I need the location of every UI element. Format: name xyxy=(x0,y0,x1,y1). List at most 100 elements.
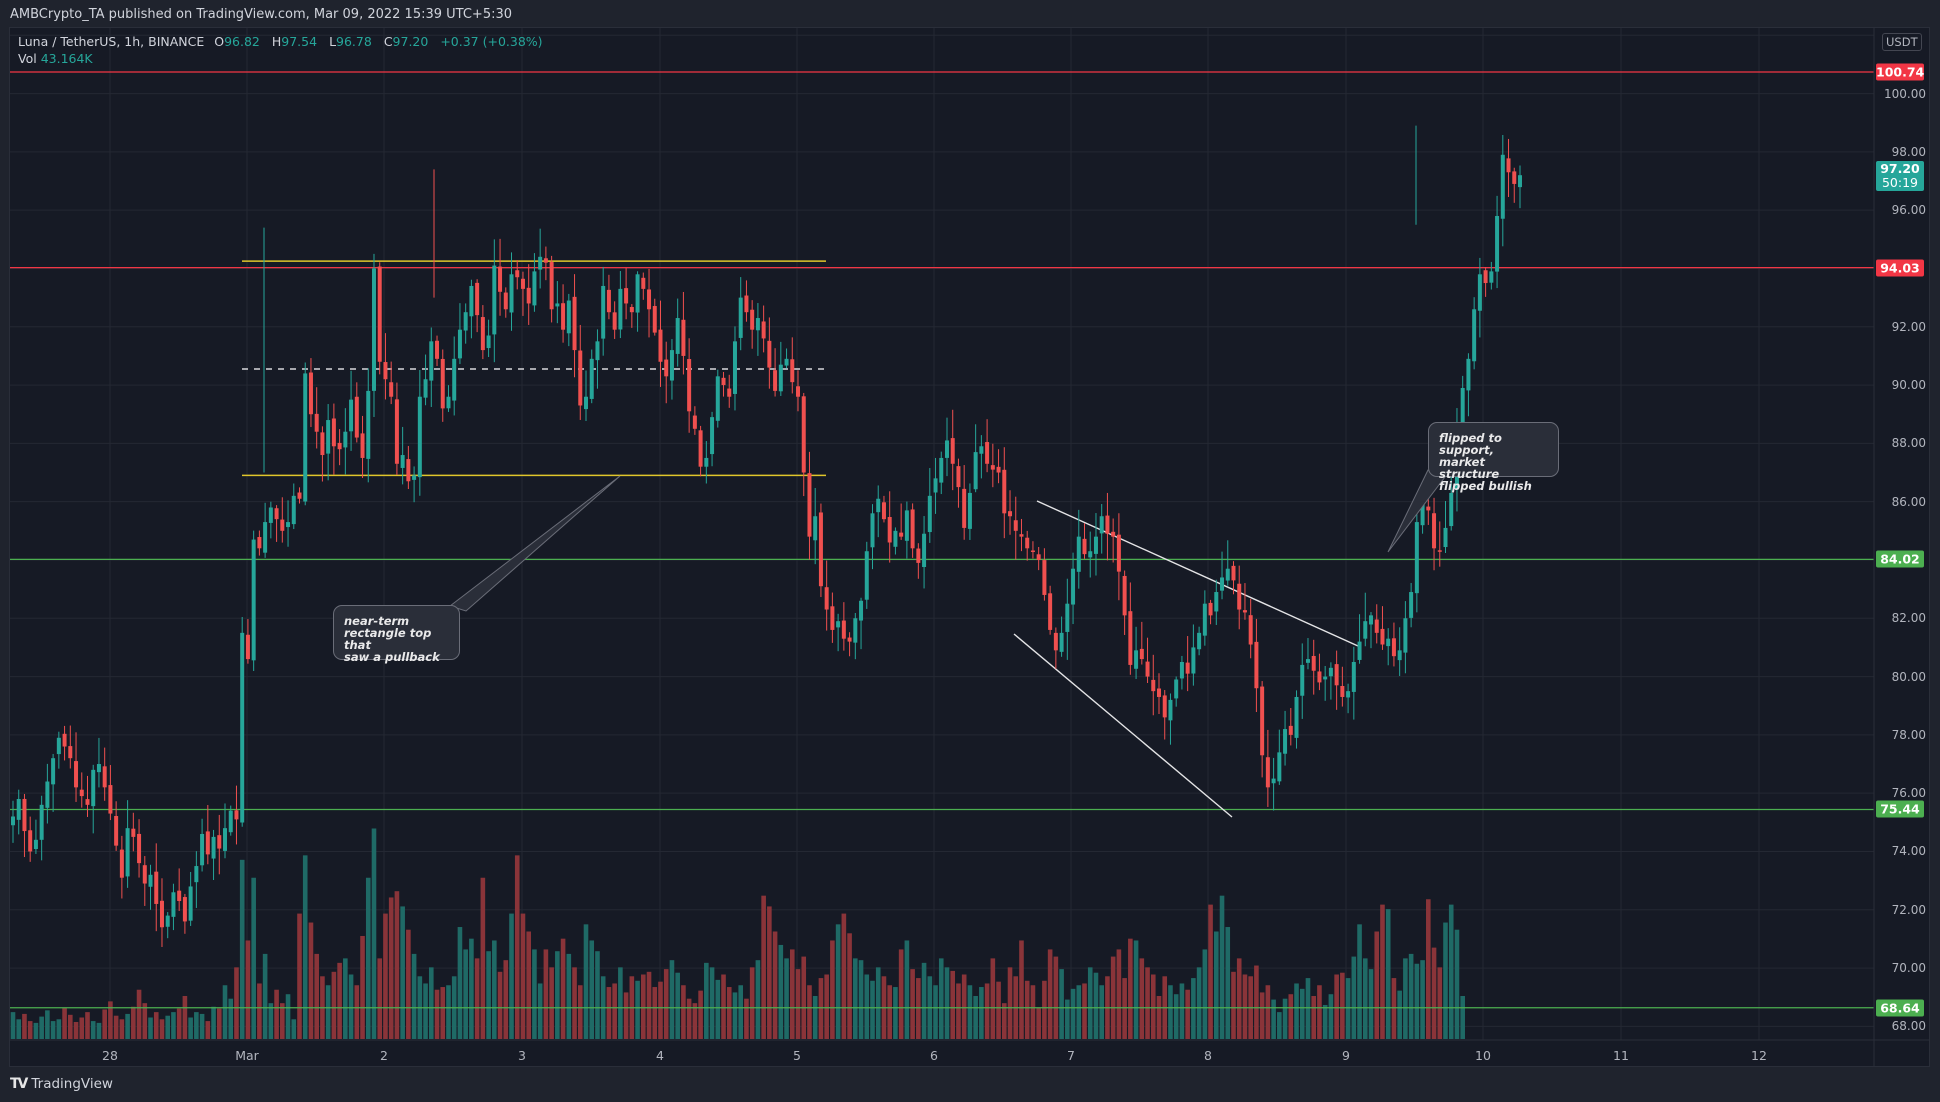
candle-body xyxy=(1208,602,1213,616)
volume-bar xyxy=(251,877,256,1039)
volume-bar xyxy=(589,940,595,1039)
volume-bar xyxy=(365,877,371,1039)
volume-bar xyxy=(50,1021,56,1039)
candle-body xyxy=(1466,358,1471,391)
candle-body xyxy=(647,289,652,310)
volume-bar xyxy=(807,985,812,1039)
volume-bar xyxy=(394,891,400,1039)
volume-bar xyxy=(1168,985,1173,1039)
candle-body xyxy=(532,271,537,306)
volume-bar xyxy=(1219,895,1225,1039)
volume-bar xyxy=(1099,985,1104,1039)
candle-body xyxy=(618,288,623,330)
volume-bar xyxy=(159,1019,165,1039)
candle-body xyxy=(1386,638,1391,647)
volume-bar xyxy=(113,1015,119,1039)
volume-bar xyxy=(532,949,537,1039)
candle-body xyxy=(732,341,737,394)
candle-body xyxy=(125,828,130,877)
candle-body xyxy=(1277,752,1282,782)
candle-body xyxy=(1265,757,1270,788)
candle-body xyxy=(1185,662,1190,674)
candle-body xyxy=(910,509,915,549)
publish-header: AMBCrypto_TA published on TradingView.co… xyxy=(10,7,513,22)
candle-body xyxy=(1157,688,1161,697)
candle-body xyxy=(1357,641,1362,660)
candle-body xyxy=(165,915,170,927)
candle-body xyxy=(1472,309,1477,362)
candle-body xyxy=(96,764,101,773)
candle-body xyxy=(658,329,663,362)
volume-bar xyxy=(967,985,973,1039)
volume-bar xyxy=(612,983,617,1039)
tradingview-logo[interactable]: TV TradingView xyxy=(10,1076,113,1092)
legend-ohlc-row: Luna / TetherUS, 1h, BINANCE O96.82 H97.… xyxy=(18,33,551,50)
volume-bar xyxy=(1305,978,1311,1039)
callout-rectangle-pointer xyxy=(448,475,621,612)
candle-body xyxy=(509,274,514,313)
callout-breakout[interactable]: flipped to support, market structure fli… xyxy=(1428,422,1559,492)
candle-body xyxy=(1036,554,1041,560)
time-tick: 11 xyxy=(1613,1048,1629,1063)
candle-body xyxy=(841,620,846,639)
price-tick: 100.00 xyxy=(1884,86,1926,101)
chart-panel[interactable] xyxy=(9,27,1930,1067)
currency-badge[interactable]: USDT xyxy=(1882,33,1922,51)
volume-bar xyxy=(1403,958,1408,1039)
candle-body xyxy=(1025,537,1030,549)
volume-bar xyxy=(239,859,245,1039)
volume-bar xyxy=(1179,983,1185,1039)
volume-bar xyxy=(1139,958,1145,1039)
candle-body xyxy=(1260,686,1265,756)
volume-bar xyxy=(749,967,755,1039)
candle-body xyxy=(102,766,107,788)
legend-symbol[interactable]: Luna / TetherUS, 1h, BINANCE xyxy=(18,34,205,49)
candle-body xyxy=(79,789,84,797)
candle-body xyxy=(881,502,886,520)
candle-body xyxy=(755,318,760,331)
volume-bar xyxy=(1420,960,1425,1039)
volume-bar xyxy=(383,913,388,1039)
volume-bar xyxy=(119,1019,125,1039)
volume-bar xyxy=(1397,990,1402,1039)
volume-bar xyxy=(1007,967,1013,1039)
candle-body xyxy=(1076,536,1081,572)
volume-bar xyxy=(761,895,766,1039)
volume-bar xyxy=(583,924,589,1039)
volume-bar xyxy=(1150,974,1156,1039)
candle-body xyxy=(1254,641,1259,689)
volume-bar xyxy=(96,1022,102,1039)
price-tick: 74.00 xyxy=(1891,844,1926,859)
candle-body xyxy=(1294,696,1299,738)
volume-bar xyxy=(709,967,715,1039)
volume-bar xyxy=(1059,969,1064,1039)
price-tick: 82.00 xyxy=(1891,611,1926,626)
candle-body xyxy=(824,587,829,610)
candle-body xyxy=(452,358,457,401)
volume-bar xyxy=(1311,996,1317,1039)
volume-bar xyxy=(68,1014,73,1039)
candle-body xyxy=(790,359,795,383)
candle-body xyxy=(274,508,279,520)
candle-body xyxy=(389,382,394,397)
volume-bar xyxy=(85,1012,90,1039)
level-tag-75.44: 75.44 xyxy=(1876,800,1924,818)
volume-bar xyxy=(830,940,835,1039)
volume-bar xyxy=(875,967,881,1039)
volume-bar xyxy=(715,979,721,1039)
candle-body xyxy=(377,266,382,362)
volume-bar xyxy=(337,962,342,1039)
candle-body xyxy=(85,799,90,805)
legend-vol-label[interactable]: Vol xyxy=(18,51,37,66)
volume-bar xyxy=(950,970,956,1039)
candle-body xyxy=(1305,659,1310,663)
volume-bar xyxy=(1070,988,1076,1039)
candle-body xyxy=(589,358,594,399)
volume-bar xyxy=(572,967,577,1039)
callout-rectangle-top[interactable]: near-term rectangle top that saw a pullb… xyxy=(333,605,460,663)
candle-body xyxy=(51,758,56,785)
candle-body xyxy=(234,810,239,820)
tradingview-brand: TradingView xyxy=(31,1076,113,1092)
legend-open-value: 96.82 xyxy=(224,34,260,49)
